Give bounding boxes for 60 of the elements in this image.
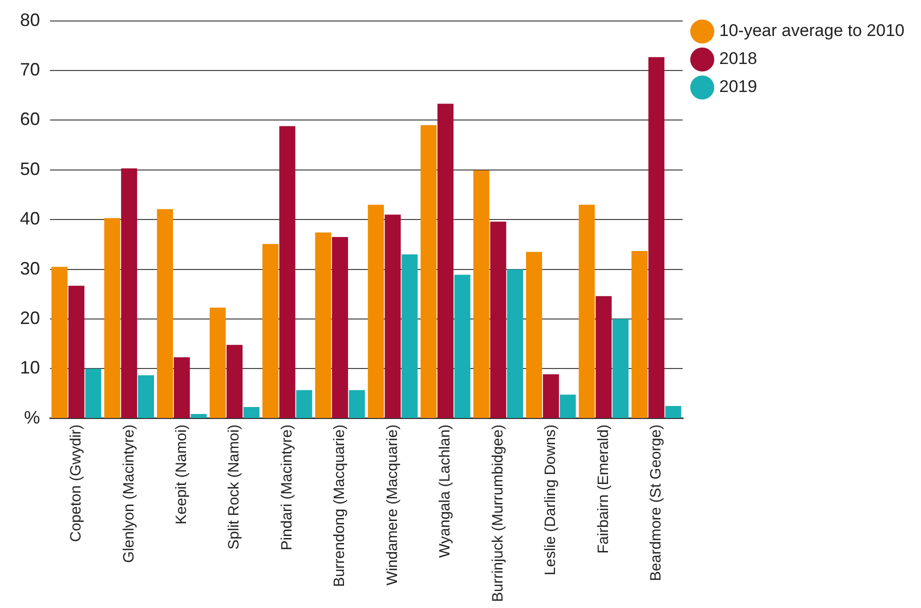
x-tick-label: Copeton (Gwydir) (68, 424, 85, 542)
y-tick-label: 10 (20, 358, 40, 378)
bar (612, 319, 629, 418)
x-tick-label: Split Rock (Namoi) (226, 424, 243, 550)
legend-label: 2018 (719, 49, 758, 68)
y-tick-label: 20 (20, 308, 40, 328)
bar (243, 407, 260, 418)
bar (420, 125, 437, 418)
bar (507, 269, 524, 418)
bar (437, 104, 454, 418)
bar (332, 237, 348, 418)
y-tick-label: 40 (20, 208, 40, 229)
bar (121, 168, 138, 418)
legend-label: 10-year average to 2010 (719, 21, 904, 40)
bar (596, 296, 612, 418)
bar (384, 214, 401, 418)
bar (226, 344, 243, 418)
y-tick-label: 30 (20, 258, 40, 278)
bar (473, 170, 490, 418)
x-tick-label: Leslie (Darling Downs) (542, 424, 560, 576)
bar (138, 375, 154, 418)
bar (648, 57, 664, 418)
y-tick-label: 60 (20, 109, 40, 130)
bar (490, 222, 506, 418)
x-tick-label: Burrinjuck (Murrumbidgee) (489, 424, 506, 602)
bar (315, 232, 332, 418)
x-tick-label: Keepit (Namoi) (172, 424, 190, 524)
x-tick-label: Pindari (Macintyre) (278, 424, 296, 550)
x-tick-label: Fairbairn (Emerald) (594, 424, 612, 554)
y-tick-label: 70 (20, 59, 40, 80)
bar (296, 390, 312, 418)
bar (262, 244, 278, 418)
bar (368, 204, 384, 418)
bar (279, 126, 296, 418)
bar (526, 252, 542, 418)
bar (174, 357, 190, 418)
x-tick-label: Wyangala (Lachlan) (436, 424, 454, 558)
y-tick-label: 80 (20, 10, 40, 30)
bar (210, 308, 226, 418)
bar (578, 204, 595, 418)
x-tick-label: Beardmore (St George) (648, 424, 665, 582)
bar (542, 374, 559, 418)
bar (560, 394, 576, 418)
bar (52, 266, 68, 418)
bar (454, 274, 470, 418)
bar (156, 209, 173, 418)
bar (190, 414, 207, 418)
x-tick-label: Burrendong (Macquarie) (331, 424, 348, 588)
x-tick-label: Glenlyon (Macintyre) (120, 424, 138, 563)
y-tick-label: % (24, 407, 40, 428)
bar (402, 254, 418, 418)
bar (665, 406, 682, 418)
bar (632, 250, 648, 418)
bar (68, 286, 84, 418)
bar (348, 390, 365, 418)
y-tick-label: 50 (20, 158, 40, 179)
x-tick-label: Windamere (Macquarie) (384, 424, 401, 586)
legend-label: 2019 (719, 77, 758, 96)
bar (85, 368, 102, 418)
bar (104, 218, 120, 418)
